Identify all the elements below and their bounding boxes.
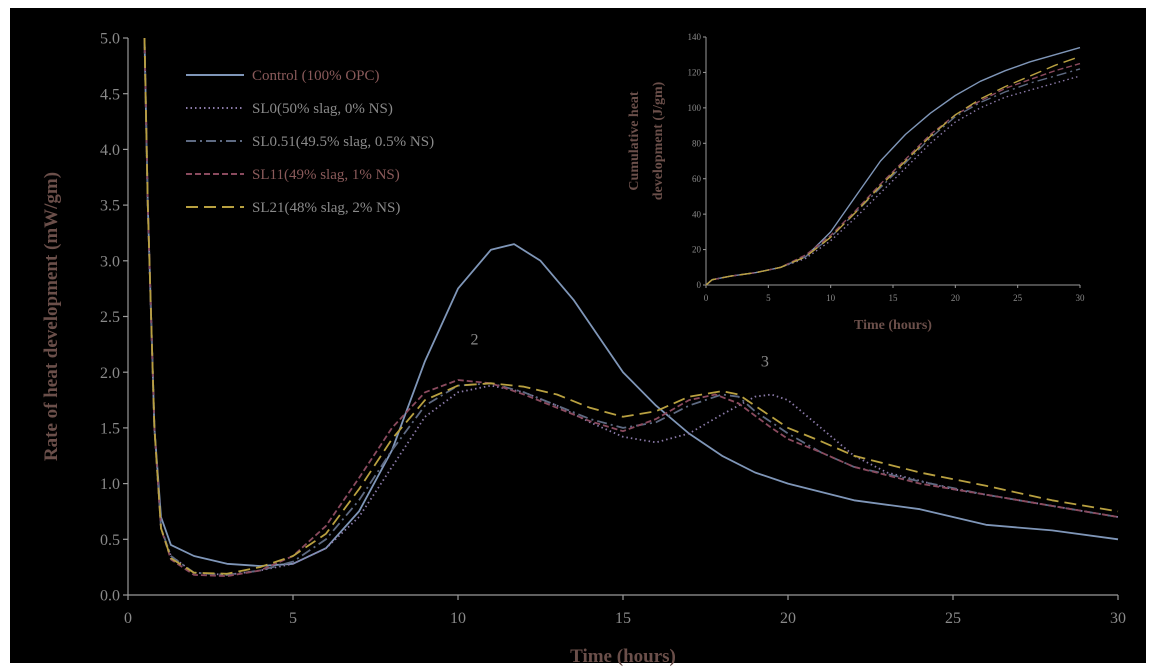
y-tick-label: 20 [692,245,702,255]
y-tick-label: 1.0 [100,476,120,493]
y-tick-label: 120 [688,68,702,78]
x-tick-label: 10 [450,610,466,627]
y-tick-label: 4.5 [100,86,120,103]
y-tick-label: 0 [697,280,702,290]
y-axis-title: Rate of heat development (mW/gm) [41,172,62,461]
peak-annotation-2: 2 [471,331,479,348]
x-tick-label: 0 [124,610,132,627]
y-tick-label: 3.5 [100,198,120,215]
y-tick-label: 5.0 [100,31,120,48]
inset-plot: 0 5 10 15 20 25 30 0 20 40 60 80 100 120 140 Time (hour… [627,32,1085,333]
y-tick-label: 2.0 [100,365,120,382]
legend-entry-1: SL0(50% slag, 0% NS) [252,101,393,117]
series-line-4 [143,37,1119,575]
main-plot: 0 5 10 15 20 25 300.00.51.01.52.02.53.03.54.04… [41,31,1126,667]
chart-frame [10,8,1146,663]
y-tick-label: 40 [692,209,702,219]
y-tick-label: 4.0 [100,142,120,159]
x-tick-label: 20 [951,293,961,303]
x-tick-label: 0 [704,293,709,303]
series-line-2 [705,68,1081,286]
y-tick-label: 0.0 [100,588,120,605]
x-tick-label: 30 [1076,293,1086,303]
y-tick-label: 140 [688,32,702,42]
x-axis-title: Time (hours) [854,318,932,333]
series-line-3 [143,37,1119,577]
y-tick-label: 80 [692,138,702,148]
series-line-0 [143,37,1119,567]
y-tick-label: 0.5 [100,532,120,549]
x-tick-label: 5 [766,293,771,303]
peak-annotation-3: 3 [761,354,769,371]
x-tick-label: 25 [945,610,961,627]
legend: Control (100% OPC) SL0(50% slag, 0% NS) SL… [186,68,434,216]
x-tick-label: 10 [826,293,836,303]
x-axis-title: Time (hours) [570,646,676,667]
inset-y-axis-title-line1: Cumulative heat [627,91,642,191]
x-tick-label: 25 [1013,293,1023,303]
y-tick-label: 100 [688,103,702,113]
x-tick-label: 20 [780,610,796,627]
y-tick-label: 60 [692,174,702,184]
legend-entry-2: SL0.51(49.5% slag, 0.5% NS) [252,134,434,150]
inset-y-axis-title-line2: development (J/gm) [651,81,666,200]
legend-entry-4: SL21(48% slag, 2% NS) [252,200,400,216]
x-tick-label: 5 [289,610,297,627]
x-tick-label: 30 [1110,610,1126,627]
legend-entry-0: Control (100% OPC) [252,68,380,84]
series-line-3 [705,62,1081,286]
y-tick-label: 2.5 [100,309,120,326]
series-line-4 [705,55,1081,286]
y-tick-label: 3.0 [100,253,120,270]
y-tick-label: 1.5 [100,421,120,438]
series-line-1 [705,75,1081,286]
legend-entry-3: SL11(49% slag, 1% NS) [252,167,400,183]
series-line-0 [705,46,1081,286]
x-tick-label: 15 [615,610,631,627]
x-tick-label: 15 [889,293,899,303]
